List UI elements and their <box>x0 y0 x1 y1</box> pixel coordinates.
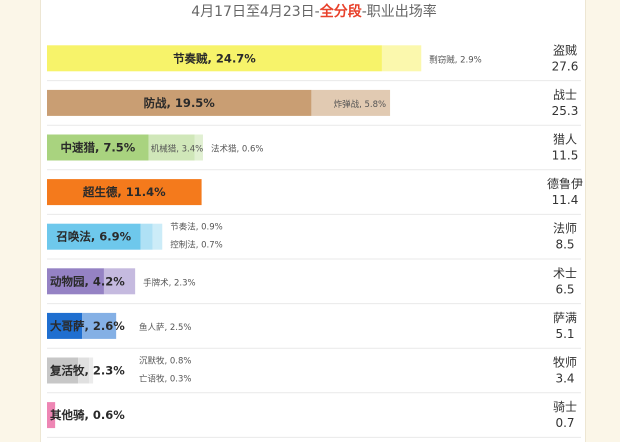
bar-segment <box>47 402 56 429</box>
bar-segment <box>47 179 202 206</box>
bar-segment <box>47 89 312 116</box>
sub-deck-label: 法术猎, 0.6% <box>211 144 264 155</box>
sub-deck-label: 机械猎, 3.4% <box>151 144 204 155</box>
bar-segment <box>140 223 153 250</box>
bar-segment <box>47 45 382 72</box>
bar-segment <box>78 357 90 384</box>
bar-segment <box>152 223 163 250</box>
class-total: 5.1 <box>555 327 574 341</box>
bar-segment <box>82 312 117 339</box>
sub-deck-label: 手牌术, 2.3% <box>143 277 196 288</box>
chart-card: 4月17日至4月23日-全分段-职业出场率 节奏贼, 24.7% 剽窃贼, 2.9… <box>40 0 586 442</box>
class-total: 8.5 <box>555 238 574 252</box>
class-total: 25.3 <box>552 104 579 118</box>
title-suffix: -职业出场率 <box>361 4 437 20</box>
bar-segment <box>47 312 83 339</box>
class-name: 猎人 <box>553 133 577 147</box>
bar-label: 中速猎, 7.5% <box>60 141 135 155</box>
bar-label: 防战, 19.5% <box>144 96 216 110</box>
bar-label: 大哥萨, 2.6% <box>50 319 125 333</box>
title-highlight: 全分段 <box>319 4 362 20</box>
class-total: 6.5 <box>555 282 574 296</box>
bar-segment <box>47 357 79 384</box>
class-name: 牧师 <box>553 356 577 370</box>
sub-deck-label: 控制法, 0.7% <box>170 240 223 251</box>
class-name: 盗贼 <box>553 42 577 57</box>
bar-segment <box>47 134 149 161</box>
sub-deck-label: 鱼人萨, 2.5% <box>139 322 192 333</box>
class-usage-chart: 节奏贼, 24.7% 剽窃贼, 2.9% 盗贼 27.6 防战, 19.5% 炸弹战, 5… <box>47 42 583 438</box>
bar-segment <box>89 357 94 384</box>
class-total: 27.6 <box>552 59 579 73</box>
class-name: 德鲁伊 <box>547 176 583 191</box>
class-total: 11.5 <box>552 149 579 163</box>
class-name: 术士 <box>553 266 577 280</box>
bar-segment <box>311 89 391 116</box>
class-name: 萨满 <box>553 311 577 325</box>
bar-label: 其他骑, 0.6% <box>50 408 125 422</box>
class-total: 11.4 <box>552 193 579 207</box>
bar-label: 复活牧, 2.3% <box>49 364 125 378</box>
bar-segment <box>194 134 203 161</box>
sub-deck-label: 炸弹战, 5.8% <box>334 99 387 110</box>
bar-segment <box>103 268 136 295</box>
class-name: 骑士 <box>553 400 577 414</box>
bar-label: 动物园, 4.2% <box>50 274 125 288</box>
sub-deck-label: 剽窃贼, 2.9% <box>429 54 482 65</box>
bar-segment <box>47 268 104 295</box>
sub-deck-label: 亡语牧, 0.3% <box>139 374 192 385</box>
bar-segment <box>381 45 422 72</box>
bar-label: 节奏贼, 24.7% <box>173 51 256 65</box>
bar-label: 超生德, 11.4% <box>82 185 166 199</box>
class-name: 战士 <box>553 88 577 102</box>
bar-segment <box>148 134 195 161</box>
sub-deck-label: 节奏法, 0.9% <box>170 222 223 233</box>
class-total: 3.4 <box>555 372 574 386</box>
bar-label: 召唤法, 6.9% <box>56 230 131 244</box>
class-name: 法师 <box>553 222 577 236</box>
bar-segment <box>47 223 141 250</box>
class-total: 0.7 <box>555 416 574 430</box>
sub-deck-label: 沉默牧, 0.8% <box>139 356 192 367</box>
chart-title: 4月17日至4月23日-全分段-职业出场率 <box>41 2 587 22</box>
title-prefix: 4月17日至4月23日- <box>191 4 320 20</box>
